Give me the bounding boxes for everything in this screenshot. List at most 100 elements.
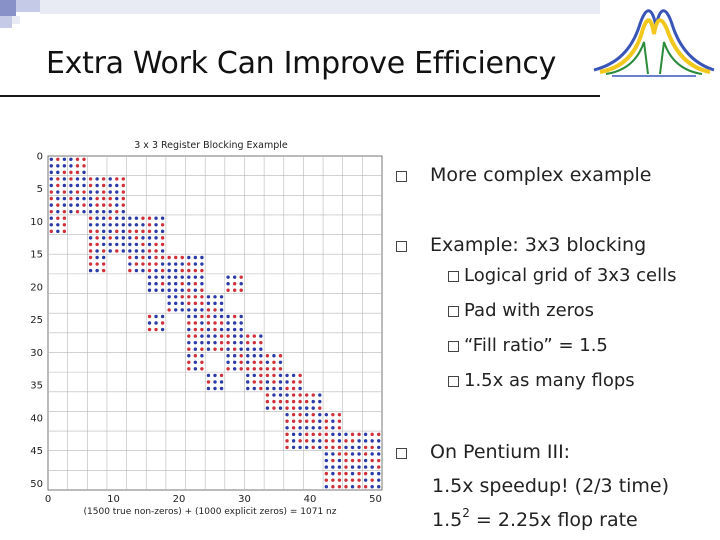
nonzero-dot <box>213 380 217 384</box>
nonzero-dot <box>318 399 322 404</box>
nonzero-dot <box>324 452 329 456</box>
nonzero-dot <box>75 177 80 181</box>
explicit-zero-dot <box>344 439 348 443</box>
figure-xlabel: (1500 true non-zeros) + (1000 explicit z… <box>84 507 337 517</box>
explicit-zero-dot <box>154 262 158 266</box>
explicit-zero-dot <box>337 426 342 430</box>
explicit-zero-dot <box>259 367 263 371</box>
explicit-zero-dot <box>206 314 211 319</box>
nonzero-dot <box>311 406 315 410</box>
nonzero-dot <box>160 229 165 234</box>
explicit-zero-dot <box>324 439 329 443</box>
flop-exponent: 2 <box>462 506 470 520</box>
nonzero-dot <box>193 255 198 260</box>
explicit-zero-dot <box>337 412 342 417</box>
explicit-zero-dot <box>298 380 302 384</box>
explicit-zero-dot <box>147 229 152 234</box>
explicit-zero-dot <box>108 216 112 220</box>
explicit-zero-dot <box>49 209 53 214</box>
nonzero-dot <box>128 216 132 220</box>
nonzero-dot <box>49 177 53 181</box>
explicit-zero-dot <box>167 255 171 260</box>
nonzero-dot <box>206 327 211 332</box>
figure-title: 3 x 3 Register Blocking Example <box>134 140 288 151</box>
nonzero-dot <box>377 485 381 489</box>
nonzero-dot <box>108 229 112 234</box>
explicit-zero-dot <box>265 399 270 404</box>
nonzero-dot <box>370 452 374 456</box>
explicit-zero-dot <box>154 249 158 253</box>
nonzero-dot <box>193 314 198 319</box>
nonzero-dot <box>357 445 361 450</box>
nonzero-dot <box>239 321 243 325</box>
explicit-zero-dot <box>82 157 86 161</box>
nonzero-dot <box>331 419 335 423</box>
nonzero-dot <box>265 386 270 391</box>
nonzero-dot <box>62 203 67 207</box>
nonzero-dot <box>180 275 184 279</box>
explicit-zero-dot <box>370 458 374 463</box>
nonzero-dot <box>370 465 374 469</box>
explicit-zero-dot <box>344 452 348 456</box>
explicit-zero-dot <box>239 275 243 279</box>
nonzero-dot <box>239 314 243 319</box>
explicit-zero-dot <box>160 255 165 260</box>
explicit-zero-dot <box>147 327 152 332</box>
nonzero-dot <box>134 242 139 247</box>
nonzero-dot <box>88 196 93 201</box>
nonzero-dot <box>56 229 60 234</box>
explicit-zero-dot <box>101 249 106 253</box>
nonzero-dot <box>174 282 178 286</box>
sub-bullet-4: 1.5x as many flops <box>464 370 635 391</box>
nonzero-dot <box>226 314 230 319</box>
nonzero-dot <box>108 223 112 227</box>
plot-frame <box>47 155 383 491</box>
nonzero-dot <box>200 255 204 260</box>
nonzero-dot <box>95 209 99 214</box>
nonzero-dot <box>128 223 132 227</box>
nonzero-dot <box>69 209 73 214</box>
y-tick-label: 30 <box>30 348 43 359</box>
explicit-zero-dot <box>187 268 191 273</box>
nonzero-dot <box>246 347 250 351</box>
explicit-zero-dot <box>337 419 342 423</box>
nonzero-dot <box>141 268 145 273</box>
explicit-zero-dot <box>193 295 198 299</box>
x-tick-label: 0 <box>45 494 51 505</box>
nonzero-dot <box>278 393 283 397</box>
explicit-zero-dot <box>363 445 368 450</box>
nonzero-dot <box>331 471 335 476</box>
bullet-3-line-2: 1.5x speedup! (2/3 time) <box>432 475 670 497</box>
explicit-zero-dot <box>95 242 99 247</box>
nonzero-dot <box>147 275 152 279</box>
nonzero-dot <box>49 183 53 188</box>
explicit-zero-dot <box>134 236 139 240</box>
explicit-zero-dot <box>252 367 256 371</box>
explicit-zero-dot <box>318 432 322 437</box>
explicit-zero-dot <box>265 367 270 371</box>
explicit-zero-dot <box>337 445 342 450</box>
nonzero-dot <box>318 439 322 443</box>
nonzero-dot <box>377 478 381 482</box>
explicit-zero-dot <box>193 301 198 306</box>
x-tick-label: 40 <box>304 494 317 505</box>
explicit-zero-dot <box>219 334 224 338</box>
explicit-zero-dot <box>331 439 335 443</box>
explicit-zero-dot <box>108 203 112 207</box>
nonzero-dot <box>160 288 165 292</box>
nonzero-dot <box>174 262 178 266</box>
explicit-zero-dot <box>363 485 368 489</box>
nonzero-dot <box>337 458 342 463</box>
explicit-zero-dot <box>193 334 198 338</box>
sub-bullet-marker <box>448 376 459 387</box>
explicit-zero-dot <box>344 485 348 489</box>
explicit-zero-dot <box>82 164 86 168</box>
explicit-zero-dot <box>75 157 80 161</box>
x-tick-label: 50 <box>369 494 382 505</box>
nonzero-dot <box>115 216 119 220</box>
explicit-zero-dot <box>377 432 381 437</box>
explicit-zero-dot <box>357 485 361 489</box>
nonzero-dot <box>160 275 165 279</box>
nonzero-dot <box>278 386 283 391</box>
nonzero-dot <box>49 157 53 161</box>
